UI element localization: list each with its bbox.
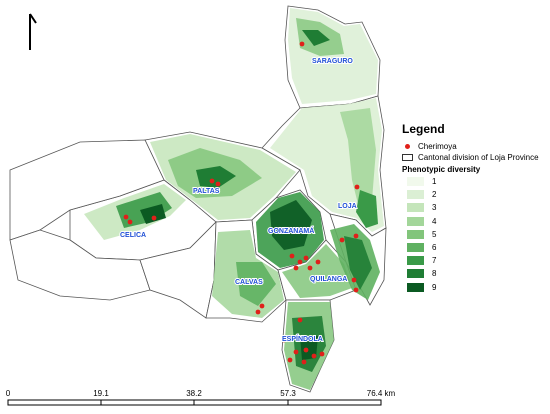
diversity-class-label: 8: [432, 269, 437, 279]
cherimoya-points: [123, 41, 360, 365]
diversity-class-label: 2: [432, 190, 437, 200]
diversity-swatch: [407, 177, 424, 187]
diversity-swatch: [407, 229, 424, 239]
legend-diversity-class: 8: [402, 267, 548, 280]
scale-tick-1: 19.1: [93, 389, 109, 398]
scale-tick-2: 38.2: [186, 389, 202, 398]
legend: Legend Cherimoya Cantonal division of Lo…: [402, 122, 548, 294]
diversity-class-label: 5: [432, 229, 437, 239]
canton-label-paltas: PALTAS: [193, 188, 220, 195]
legend-diversity-class: 5: [402, 228, 548, 241]
legend-diversity-class: 9: [402, 281, 548, 294]
canton-label-loja: LOJA: [338, 203, 357, 210]
diversity-class-label: 9: [432, 282, 437, 292]
canton-label-calvas: CALVAS: [235, 279, 263, 286]
legend-diversity-classes: 1 2 3 4 5 6 7 8 9: [402, 175, 548, 294]
diversity-class-label: 6: [432, 243, 437, 253]
legend-diversity-title: Phenotypic diversity: [402, 165, 481, 174]
canton-label-saraguro: SARAGURO: [312, 58, 353, 65]
legend-diversity-class: 6: [402, 241, 548, 254]
legend-diversity-class: 4: [402, 215, 548, 228]
diversity-swatch: [407, 256, 424, 266]
canton-label-espindola: ESPÍNDOLA: [282, 334, 323, 343]
diversity-class-label: 4: [432, 216, 437, 226]
canton-label-celica: CELICA: [120, 232, 146, 239]
legend-cantonal-label: Cantonal division of Loja Province: [418, 153, 539, 162]
scale-tick-3: 57.3: [280, 389, 296, 398]
diversity-swatch: [407, 282, 424, 292]
scale-bar: 0 19.1 38.2 57.3 76.4 km: [6, 389, 396, 406]
legend-diversity-class: 2: [402, 188, 548, 201]
diversity-swatch: [407, 243, 424, 253]
scale-tick-0: 0: [6, 389, 11, 398]
canton-boundary-icon: [402, 154, 413, 161]
diversity-swatch: [407, 203, 424, 213]
legend-cantonal: Cantonal division of Loja Province: [402, 152, 548, 163]
legend-diversity-class: 7: [402, 254, 548, 267]
canton-label-gonzanama: GONZANAMÁ: [268, 226, 314, 235]
north-arrow-icon: [29, 13, 37, 50]
cherimoya-point-icon: [405, 144, 410, 149]
diversity-swatch: [407, 269, 424, 279]
canton-label-quilanga: QUILANGA: [310, 276, 347, 283]
legend-diversity-class: 3: [402, 201, 548, 214]
diversity-class-label: 1: [432, 177, 437, 187]
legend-cherimoya: Cherimoya: [402, 141, 548, 152]
diversity-swatch: [407, 190, 424, 200]
diversity-raster: [84, 8, 384, 390]
legend-cherimoya-label: Cherimoya: [418, 142, 457, 151]
legend-title: Legend: [402, 122, 445, 136]
diversity-swatch: [407, 216, 424, 226]
scale-tick-4: 76.4 km: [367, 389, 396, 398]
diversity-class-label: 7: [432, 256, 437, 266]
legend-diversity-class: 1: [402, 175, 548, 188]
diversity-class-label: 3: [432, 203, 437, 213]
